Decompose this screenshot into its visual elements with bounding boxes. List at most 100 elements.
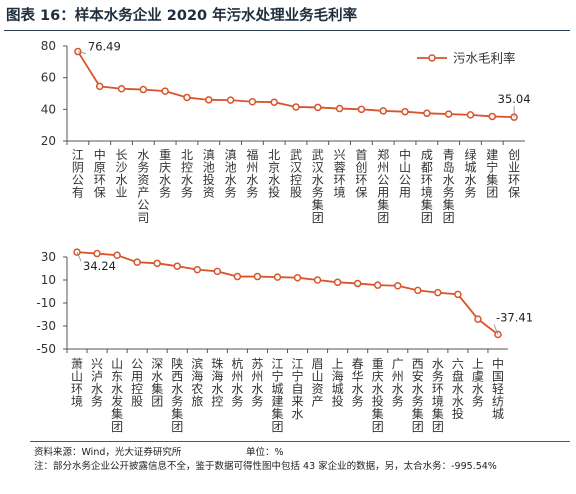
x-tick-label: 北京水投 bbox=[268, 148, 280, 200]
data-point bbox=[133, 258, 141, 266]
data-point bbox=[414, 286, 422, 295]
x-tick-label: 上虞水务 bbox=[472, 357, 484, 409]
x-tick-label: 青岛水务集团 bbox=[443, 148, 455, 225]
x-tick-label: 江阴公有 bbox=[72, 148, 84, 200]
data-label: 35.04 bbox=[498, 92, 531, 106]
data-point bbox=[292, 103, 300, 111]
data-point bbox=[93, 249, 101, 258]
x-tick-label: 武汉控股 bbox=[290, 148, 302, 200]
data-point bbox=[270, 98, 278, 106]
x-tick-label: 水务资产公司 bbox=[137, 148, 149, 225]
footer-divider bbox=[30, 441, 570, 442]
x-tick-label: 江宁自来水 bbox=[292, 357, 304, 421]
data-point bbox=[183, 93, 191, 102]
series-line bbox=[76, 251, 499, 336]
data-point bbox=[248, 97, 257, 106]
data-point bbox=[488, 112, 497, 121]
data-point bbox=[474, 315, 482, 323]
data-point bbox=[333, 278, 342, 287]
data-point bbox=[213, 267, 222, 276]
data-point bbox=[313, 276, 322, 284]
data-point bbox=[314, 103, 322, 112]
x-tick-label: 郑州公用集团 bbox=[377, 147, 389, 225]
x-tick-label: 杭州水务 bbox=[231, 356, 243, 409]
y-tick-label: 10 bbox=[41, 273, 56, 287]
data-label: 34.24 bbox=[83, 259, 116, 273]
data-point bbox=[193, 265, 202, 274]
data-point bbox=[357, 105, 366, 114]
x-tick-label: 建宁集团 bbox=[486, 148, 498, 200]
chart-top: 20 40 60 80 江阴公有中原环保长沙水业水务资产公司重庆水务北控水务滇池投资滇池… bbox=[41, 39, 531, 225]
data-point bbox=[379, 107, 387, 115]
data-point bbox=[335, 104, 344, 113]
x-tick-label: 首创环保 bbox=[355, 148, 367, 200]
x-tick-label: 江宁城建集团 bbox=[271, 357, 283, 434]
data-label-leader bbox=[493, 324, 499, 335]
legend-marker bbox=[428, 54, 436, 62]
data-point bbox=[117, 85, 126, 93]
data-label-leader bbox=[76, 251, 82, 262]
data-point bbox=[153, 259, 161, 268]
x-tick-label: 创业环保 bbox=[508, 148, 520, 200]
x-tick-label: 滇池水务 bbox=[225, 148, 237, 200]
data-point bbox=[444, 110, 453, 118]
y-tick-label: 60 bbox=[41, 71, 56, 85]
data-label-leader bbox=[77, 51, 87, 54]
x-tick-label: 北控水务 bbox=[181, 148, 193, 200]
source-text: 资料来源：Wind，光大证券研究所 bbox=[34, 447, 182, 458]
data-point bbox=[173, 262, 181, 270]
x-tick-label: 兴泸水务 bbox=[91, 357, 103, 409]
data-point bbox=[233, 272, 242, 281]
y-tick-label: -30 bbox=[36, 319, 56, 333]
y-tick-label: 20 bbox=[41, 134, 56, 148]
x-tick-label: 萧山环境 bbox=[71, 357, 83, 409]
x-tick-label: 六盘水水投 bbox=[452, 357, 464, 421]
data-point bbox=[454, 290, 462, 299]
x-tick-label: 公用控股 bbox=[131, 357, 143, 409]
data-point bbox=[95, 82, 104, 91]
data-point bbox=[161, 87, 169, 95]
x-tick-label: 滇池投资 bbox=[203, 148, 215, 200]
x-tick-label: 武汉水务集团 bbox=[312, 148, 324, 225]
data-point bbox=[226, 96, 235, 104]
x-tick-label: 苏州水务 bbox=[251, 357, 263, 409]
x-tick-label: 中原环保 bbox=[94, 147, 106, 200]
data-point bbox=[466, 111, 475, 119]
data-label: 76.49 bbox=[88, 40, 121, 54]
chart-bottom: -50 -30 -10 10 30 萧山环境兴泸水务山东水发集团公用控股深水集团陕西水务集… bbox=[36, 248, 533, 434]
data-point bbox=[139, 85, 148, 94]
data-point bbox=[434, 288, 442, 297]
x-tick-label: 成都环境集团 bbox=[421, 148, 433, 225]
x-tick-label: 山东水发集团 bbox=[111, 357, 123, 434]
y-tick-label: 80 bbox=[41, 39, 56, 53]
y-tick-label: 40 bbox=[41, 102, 56, 116]
data-point bbox=[273, 273, 282, 281]
data-point bbox=[401, 107, 409, 116]
unit-text: 单位：% bbox=[246, 447, 284, 458]
x-tick-label: 中山公用 bbox=[399, 147, 411, 200]
x-tick-label: 珠海水控 bbox=[211, 357, 223, 409]
title-divider bbox=[4, 30, 570, 31]
data-point bbox=[253, 272, 262, 281]
note-text: 注：部分水务企业公开披露信息不全，鉴于数据可得性图中包括 43 家企业的数据，另… bbox=[34, 461, 497, 472]
x-tick-label: 西安水务集团 bbox=[412, 357, 424, 434]
x-tick-label: 深水集团 bbox=[151, 357, 163, 409]
data-point bbox=[394, 282, 402, 290]
x-tick-label: 福州水务 bbox=[246, 147, 258, 200]
page-title: 图表 16：样本水务企业 2020 年污水处理业务毛利率 bbox=[6, 8, 358, 24]
data-point bbox=[113, 251, 121, 260]
y-tick-label: 30 bbox=[41, 250, 56, 264]
x-tick-label: 中国轻纺城 bbox=[492, 356, 504, 421]
x-tick-label: 上海城投 bbox=[332, 357, 344, 409]
data-point bbox=[373, 281, 382, 289]
data-point bbox=[423, 109, 431, 118]
y-tick-label: -50 bbox=[36, 342, 56, 356]
x-tick-label: 水务环境集团 bbox=[432, 357, 444, 434]
x-tick-label: 绿城水务 bbox=[464, 147, 476, 200]
y-tick-label: -10 bbox=[36, 296, 56, 310]
x-tick-label: 陕西水务集团 bbox=[171, 356, 183, 434]
x-tick-label: 春华水务 bbox=[352, 357, 364, 409]
data-point bbox=[293, 273, 302, 282]
legend-label: 污水毛利率 bbox=[453, 51, 516, 66]
